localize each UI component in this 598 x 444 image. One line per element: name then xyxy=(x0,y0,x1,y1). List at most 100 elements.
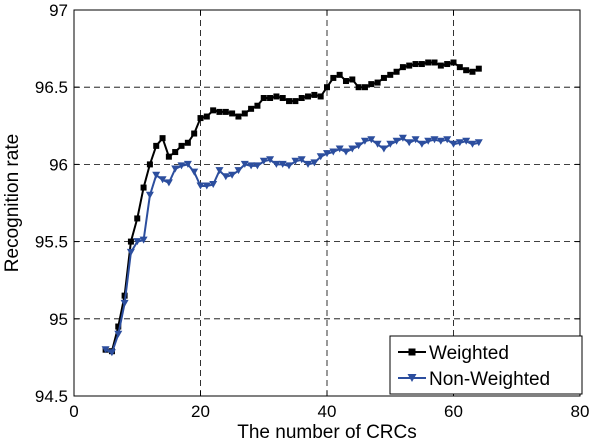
data-point-non-weighted xyxy=(107,349,116,357)
data-point-weighted xyxy=(191,130,198,137)
data-point-non-weighted xyxy=(158,176,167,184)
data-point-weighted xyxy=(146,161,153,168)
y-tick-label: 94.5 xyxy=(35,387,68,406)
data-point-non-weighted xyxy=(297,156,306,164)
y-tick-label: 95.5 xyxy=(35,233,68,252)
data-point-non-weighted xyxy=(405,139,414,147)
data-point-weighted xyxy=(229,110,236,117)
y-tick-label: 97 xyxy=(49,1,68,20)
data-point-non-weighted xyxy=(342,148,350,156)
data-point-weighted xyxy=(437,62,444,69)
data-point-non-weighted xyxy=(171,165,180,173)
data-point-weighted xyxy=(235,113,242,120)
data-point-non-weighted xyxy=(145,191,154,199)
data-point-non-weighted xyxy=(183,160,192,168)
data-point-weighted xyxy=(399,64,406,71)
data-point-non-weighted xyxy=(310,159,319,167)
data-point-non-weighted xyxy=(202,182,211,190)
data-point-non-weighted xyxy=(373,140,382,148)
x-tick-label: 0 xyxy=(69,402,78,421)
data-point-weighted xyxy=(463,67,470,74)
data-point-non-weighted xyxy=(304,160,312,168)
data-point-non-weighted xyxy=(386,140,395,148)
data-point-weighted xyxy=(298,95,305,102)
data-point-non-weighted xyxy=(234,167,243,175)
y-tick-label: 96.5 xyxy=(35,78,68,97)
data-point-weighted xyxy=(222,108,229,115)
data-point-non-weighted xyxy=(120,299,129,307)
data-point-non-weighted xyxy=(462,137,471,145)
legend-item-non-weighted: Non-Weighted xyxy=(398,369,550,390)
data-point-weighted xyxy=(153,142,160,149)
data-point-non-weighted xyxy=(259,157,268,165)
data-point-non-weighted xyxy=(247,162,256,170)
data-point-non-weighted xyxy=(114,330,123,338)
data-point-weighted xyxy=(305,93,312,100)
y-axis-label: Recognition rate xyxy=(2,134,23,272)
legend-marker-weighted xyxy=(408,348,416,356)
data-point-weighted xyxy=(412,61,419,68)
data-point-non-weighted xyxy=(272,160,281,168)
data-point-weighted xyxy=(349,76,356,83)
data-point-weighted xyxy=(216,108,223,115)
data-point-weighted xyxy=(254,102,261,109)
legend-item-weighted: Weighted xyxy=(398,343,509,364)
data-point-weighted xyxy=(406,62,413,69)
data-point-non-weighted xyxy=(474,139,483,147)
data-point-non-weighted xyxy=(443,136,452,144)
x-tick-label: 80 xyxy=(571,402,590,421)
data-point-weighted xyxy=(134,215,141,222)
legend: Weighted Non-Weighted xyxy=(389,335,583,395)
data-point-non-weighted xyxy=(190,168,199,176)
data-point-non-weighted xyxy=(449,140,458,148)
data-point-non-weighted xyxy=(316,153,325,161)
data-point-weighted xyxy=(241,110,248,117)
series-line-non-weighted xyxy=(105,137,480,354)
data-point-weighted xyxy=(444,61,451,68)
data-point-non-weighted xyxy=(164,179,173,187)
data-point-weighted xyxy=(336,71,343,78)
data-point-weighted xyxy=(317,93,324,100)
data-point-non-weighted xyxy=(430,136,439,144)
data-point-weighted xyxy=(475,65,482,72)
data-point-weighted xyxy=(165,153,172,160)
data-point-weighted xyxy=(450,59,457,66)
data-point-non-weighted xyxy=(329,148,338,156)
data-point-non-weighted xyxy=(424,137,433,145)
data-point-weighted xyxy=(248,105,255,112)
data-point-weighted xyxy=(184,139,191,146)
data-point-non-weighted xyxy=(196,182,205,190)
data-point-weighted xyxy=(324,84,330,91)
data-point-non-weighted xyxy=(177,162,186,170)
data-point-weighted xyxy=(210,107,217,114)
data-point-weighted xyxy=(361,84,368,91)
legend-box xyxy=(389,335,583,395)
data-point-non-weighted xyxy=(335,145,344,153)
data-point-weighted xyxy=(159,135,166,142)
data-point-non-weighted xyxy=(139,236,148,244)
x-tick-label: 40 xyxy=(318,402,337,421)
data-point-non-weighted xyxy=(411,136,420,144)
data-point-weighted xyxy=(267,95,274,102)
data-point-non-weighted xyxy=(291,157,300,165)
data-point-weighted xyxy=(260,95,267,102)
data-point-non-weighted xyxy=(436,137,445,145)
data-point-weighted xyxy=(418,61,425,68)
data-point-non-weighted xyxy=(221,173,230,181)
y-tick-label: 95 xyxy=(49,310,68,329)
x-axis-label: The number of CRCs xyxy=(237,422,417,443)
data-point-non-weighted xyxy=(285,162,293,170)
data-point-weighted xyxy=(380,74,387,81)
data-point-weighted xyxy=(292,98,299,105)
data-point-weighted xyxy=(279,95,286,102)
legend-marker-non-weighted xyxy=(407,374,417,382)
data-point-non-weighted xyxy=(228,171,237,179)
legend-label-non-weighted: Non-Weighted xyxy=(429,369,550,390)
data-point-weighted xyxy=(456,64,463,71)
data-point-non-weighted xyxy=(360,137,369,145)
series-weighted xyxy=(102,59,482,355)
data-point-weighted xyxy=(115,323,122,330)
data-point-weighted xyxy=(197,115,204,122)
data-point-non-weighted xyxy=(278,160,287,168)
axis-ticks: 0 20 40 60 80 94.5 95 95.5 96 96.5 97 xyxy=(35,1,590,421)
